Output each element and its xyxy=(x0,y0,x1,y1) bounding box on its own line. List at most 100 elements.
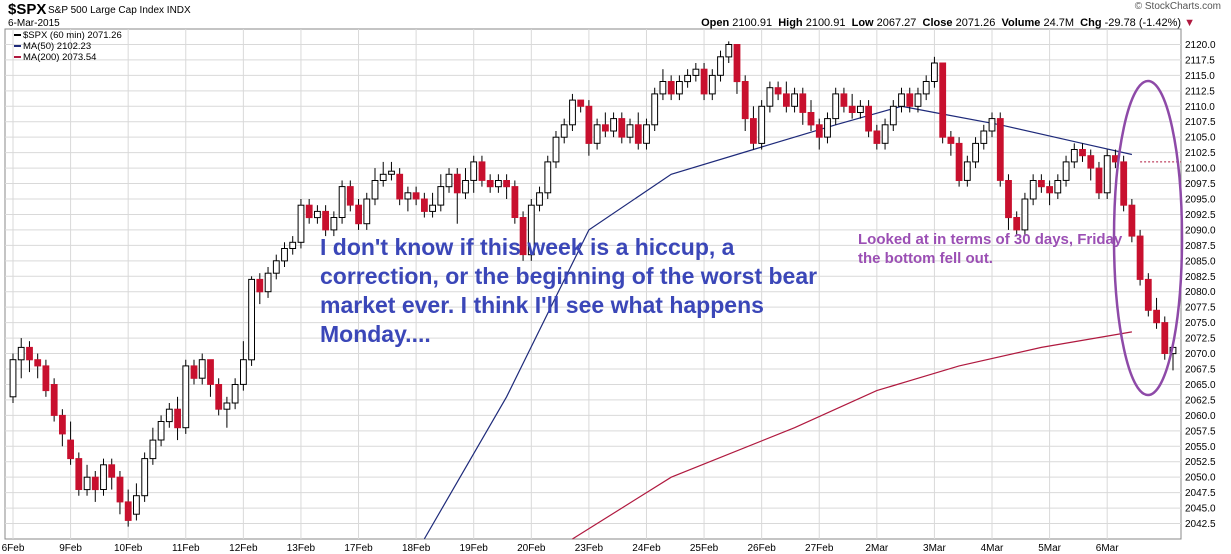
candle-up xyxy=(133,495,140,515)
y-tick-label: 2070.0 xyxy=(1185,349,1216,360)
candle-up xyxy=(527,204,535,256)
candle-down xyxy=(42,365,50,392)
candle-down xyxy=(256,278,264,293)
y-tick-label: 2057.5 xyxy=(1185,426,1216,437)
candlesticks xyxy=(9,41,1177,527)
gridlines xyxy=(5,29,1181,539)
candle-down xyxy=(618,118,626,138)
down-triangle-icon: ▼ xyxy=(1184,17,1195,29)
candle-up xyxy=(758,105,766,144)
candle-down xyxy=(733,44,741,83)
x-tick-label: 25Feb xyxy=(690,543,719,554)
candle-up xyxy=(725,44,733,58)
candle-up xyxy=(832,93,840,120)
candle-up xyxy=(708,74,716,95)
candle-down xyxy=(1136,235,1144,280)
candle-down xyxy=(700,68,708,95)
candle-up xyxy=(363,198,371,225)
candle-up xyxy=(462,180,469,194)
y-tick-label: 2065.0 xyxy=(1185,380,1216,391)
y-tick-label: 2080.0 xyxy=(1185,287,1216,298)
candle-up xyxy=(552,136,560,163)
candle-down xyxy=(355,204,363,225)
candle-up xyxy=(972,142,980,163)
candle-up xyxy=(379,173,387,182)
legend-price-label: $SPX (60 min) 2071.26 xyxy=(23,30,122,41)
legend-ma50: MA(50) 2102.23 xyxy=(14,41,91,52)
y-tick-label: 2062.5 xyxy=(1185,395,1216,406)
candle-down xyxy=(207,359,214,385)
y-tick-label: 2112.5 xyxy=(1185,86,1215,97)
candle-down xyxy=(848,105,856,114)
candle-up xyxy=(264,272,272,293)
x-tick-label: 5Mar xyxy=(1038,543,1061,554)
chart-date: 6-Mar-2015 xyxy=(8,18,60,29)
ma200line-path xyxy=(572,331,1133,540)
y-tick-label: 2092.5 xyxy=(1185,210,1216,221)
x-tick-label: 27Feb xyxy=(805,543,834,554)
y-tick-label: 2115.0 xyxy=(1185,71,1215,82)
legend-ma200: MA(200) 2073.54 xyxy=(14,52,96,63)
y-tick-label: 2047.5 xyxy=(1185,488,1216,499)
x-tick-label: 6Mar xyxy=(1096,543,1119,554)
candle-up xyxy=(198,359,206,379)
legend-ma50-label: MA(50) 2102.23 xyxy=(23,41,92,52)
y-tick-label: 2117.5 xyxy=(1185,55,1215,66)
legend-ma200-label: MA(200) 2073.54 xyxy=(23,52,97,63)
candle-up xyxy=(717,56,724,76)
candle-up xyxy=(495,180,502,188)
candle-up xyxy=(83,476,91,491)
chg-value: -29.78 (-1.42%) xyxy=(1104,17,1182,29)
highlight-ellipse xyxy=(1112,79,1184,397)
x-tick-label: 17Feb xyxy=(344,543,373,554)
candle-up xyxy=(569,99,576,126)
candle-down xyxy=(947,136,955,144)
candle-up xyxy=(429,204,437,212)
candle-up xyxy=(544,161,552,194)
high-value: 2100.91 xyxy=(805,17,846,29)
candle-down xyxy=(453,173,461,194)
candle-down xyxy=(996,118,1004,181)
description-text: S&P 500 Large Cap Index xyxy=(48,5,165,16)
candle-down xyxy=(602,124,609,132)
candle-down xyxy=(1087,155,1095,169)
candle-down xyxy=(840,93,848,107)
candle-down xyxy=(1128,204,1136,237)
candle-up xyxy=(914,93,922,107)
y-tick-label: 2055.0 xyxy=(1185,442,1216,453)
close-label: Close xyxy=(922,17,953,29)
candle-down xyxy=(305,204,313,219)
candle-down xyxy=(59,414,66,435)
candle-up xyxy=(766,87,774,107)
candle-down xyxy=(1005,180,1012,219)
candle-down xyxy=(799,93,807,113)
candle-up xyxy=(330,217,338,231)
y-tick-label: 2107.5 xyxy=(1185,117,1216,128)
candle-up xyxy=(824,118,831,138)
candle-down xyxy=(1161,322,1169,355)
candle-up xyxy=(165,408,173,423)
candle-up xyxy=(651,93,659,126)
y-tick-label: 2060.0 xyxy=(1185,411,1216,422)
candle-up xyxy=(626,124,634,138)
candle-up xyxy=(857,105,864,114)
candle-up xyxy=(100,464,107,490)
candle-up xyxy=(1062,161,1070,181)
candle-up xyxy=(1021,198,1029,231)
x-tick-label: 13Feb xyxy=(287,543,316,554)
candle-up xyxy=(1029,180,1037,200)
y-tick-label: 2072.5 xyxy=(1185,334,1216,345)
candle-down xyxy=(667,81,675,95)
y-tick-label: 2042.5 xyxy=(1185,519,1216,530)
x-tick-label: 20Feb xyxy=(517,543,546,554)
y-tick-label: 2075.0 xyxy=(1185,318,1216,329)
candle-up xyxy=(223,402,231,410)
candle-up xyxy=(404,192,412,200)
candle-up xyxy=(676,81,683,95)
index-description: S&P 500 Large Cap Index INDX xyxy=(48,5,191,16)
candle-down xyxy=(1120,161,1128,206)
candle-up xyxy=(659,81,667,95)
y-tick-label: 2105.0 xyxy=(1185,133,1216,144)
candle-up xyxy=(881,124,889,144)
candle-up xyxy=(1054,180,1062,194)
